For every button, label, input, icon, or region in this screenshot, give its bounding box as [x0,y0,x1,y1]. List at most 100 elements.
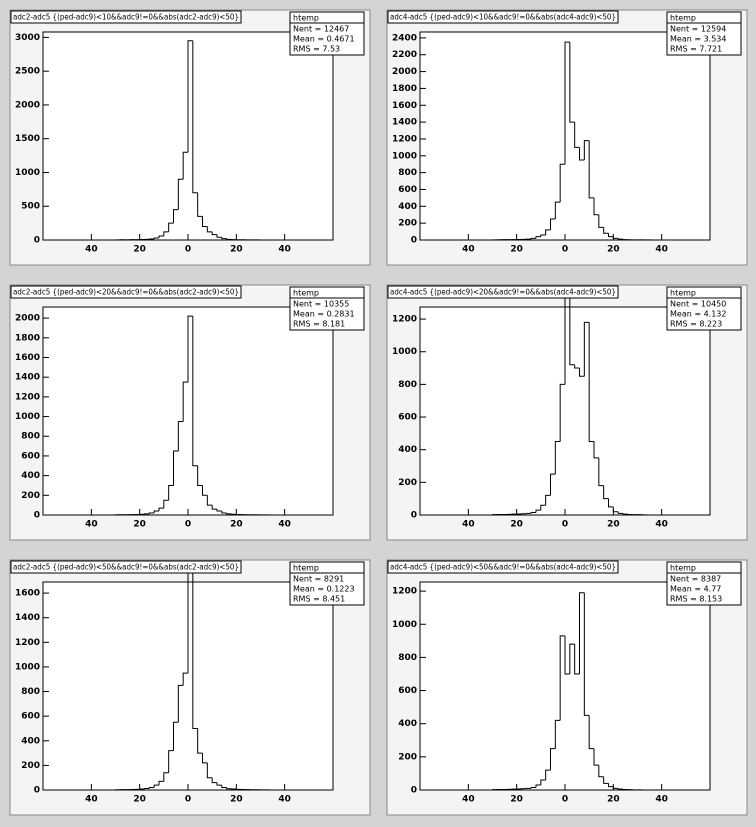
histogram-bin [540,504,546,511]
x-tick-label: 20 [510,520,523,530]
histogram-bin [197,465,203,486]
histogram-bin [598,214,604,228]
x-tick-label: 40 [278,245,291,255]
stats-name: htemp [293,564,319,573]
y-tick-label: 800 [398,653,417,663]
y-tick-label: 1000 [15,412,40,422]
y-tick-label: 400 [398,719,417,729]
histogram-bin [173,721,179,751]
histogram-bin [163,499,169,509]
histogram-bin [617,788,623,790]
x-tick-label: 20 [230,795,243,805]
title: adc2-adc5 {(ped-adc9)<10&&adc9!=0&&abs(a… [13,13,239,22]
x-tick-label: 0 [185,245,191,255]
histogram-bin [187,40,193,153]
histogram-bin [211,777,217,784]
histogram-bin [583,140,590,160]
histogram-bin [158,780,164,786]
stats-line: Nent = 8291 [293,575,344,584]
stats-line: Mean = 3.534 [670,35,727,44]
y-tick-label: 1400 [392,118,417,128]
histogram-bin [583,592,590,716]
x-tick-label: 40 [85,245,98,255]
histogram-bin [550,473,556,496]
stats-line: RMS = 8.153 [670,595,722,604]
histogram-bin [569,643,575,674]
histogram-bin [211,231,217,236]
stats-line: RMS = 7.53 [293,45,340,54]
title: adc4-adc5 {(ped-adc9)<10&&adc9!=0&&abs(a… [390,13,616,22]
stats-line: Mean = 0.1223 [293,585,355,594]
histogram-bin [535,236,541,239]
y-tick-label: 500 [21,202,40,212]
x-tick-label: 0 [562,520,568,530]
y-tick-label: 0 [411,786,417,796]
histogram-bin [153,784,159,788]
x-tick-label: 40 [278,795,291,805]
title-box [10,560,242,574]
y-tick-label: 1800 [15,333,40,343]
histogram-bin [579,147,585,161]
y-tick-label: 200 [398,752,417,762]
histogram-bin [564,41,570,165]
histogram-bin [569,297,575,366]
y-tick-label: 2000 [15,100,40,110]
y-tick-label: 1200 [15,392,40,402]
histogram-bin [182,151,188,180]
histogram-bin [588,322,594,443]
stats-line: Nent = 10355 [293,300,349,309]
y-tick-label: 600 [398,185,417,195]
y-tick-label: 1200 [392,134,417,144]
histogram-bin [221,511,227,514]
y-tick-label: 200 [398,219,417,229]
y-tick-label: 1200 [392,315,417,325]
x-tick-label: 40 [85,520,98,530]
histogram-bin [535,509,541,513]
histogram-bin [221,785,227,789]
histogram-bin [545,494,551,506]
x-tick-label: 20 [510,795,523,805]
histogram-bin [617,238,623,240]
y-tick-label: 200 [21,491,40,501]
stats-box [289,11,365,56]
histogram-bin [574,364,580,369]
histogram-bin [593,197,599,216]
histogram-bin [598,765,604,778]
y-tick-label: 1000 [392,620,417,630]
title-box [387,560,619,574]
stats-line: RMS = 7.721 [670,45,722,54]
histogram-bin [579,368,585,377]
stats-box [666,561,742,606]
histogram-bin [192,567,198,729]
stats-box [666,11,742,56]
histogram-bin [559,383,565,442]
histogram-bin [540,779,546,786]
histogram-bin [564,635,570,675]
x-tick-label: 40 [85,795,98,805]
x-tick-label: 20 [510,245,523,255]
histogram-bin [530,512,536,514]
y-tick-label: 2500 [15,67,40,77]
histogram-bin [192,40,198,194]
histogram-bin [226,787,232,790]
x-tick-label: 0 [562,795,568,805]
y-tick-label: 1600 [392,101,417,111]
histogram-bin [574,122,580,148]
histogram-bin [226,513,232,515]
histogram-bin [202,753,208,764]
stats-line: RMS = 8.181 [293,320,345,329]
histogram-bin [173,209,179,224]
title-box [387,10,619,24]
y-tick-label: 600 [21,712,40,722]
stats-line: RMS = 8.451 [293,595,345,604]
histogram-bin [163,231,169,236]
histogram-bin [530,787,536,789]
histogram-bin [535,784,541,788]
stats-name: htemp [293,14,319,23]
histogram-bin [569,42,575,123]
y-tick-label: 2000 [392,67,417,77]
y-tick-label: 1200 [15,638,40,648]
title: adc4-adc5 {(ped-adc9)<20&&adc9!=0&&abs(a… [390,288,616,297]
x-tick-label: 20 [607,795,620,805]
